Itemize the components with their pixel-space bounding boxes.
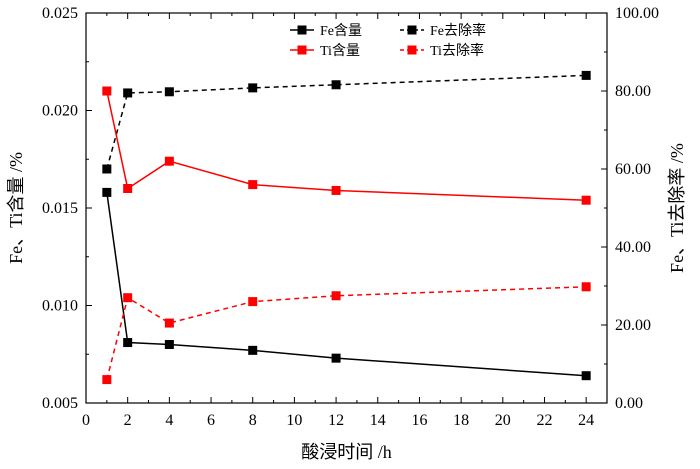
x-axis-label: 酸浸时间 /h — [301, 442, 392, 462]
series-line — [106, 286, 587, 380]
data-point — [164, 318, 174, 328]
data-point — [123, 184, 133, 193]
data-point — [164, 340, 174, 349]
x-tick-label: 22 — [536, 412, 552, 429]
legend-swatch-marker — [297, 45, 307, 55]
x-tick-label: 14 — [370, 412, 386, 429]
data-point — [102, 164, 112, 174]
data-point — [331, 291, 341, 301]
x-tick-label: 2 — [124, 412, 132, 429]
ticks-layer: 0 2 4 6 8 10 12 14 16 18 20 22 240.0050.0100.0150.02… — [42, 5, 659, 429]
data-point — [102, 375, 112, 385]
series-line — [106, 74, 587, 170]
data-point — [581, 282, 591, 292]
x-tick-label: 0 — [82, 412, 90, 429]
data-point — [331, 185, 341, 195]
legend: Fe含量 Fe去除率 Ti含量 Ti去除率 — [290, 22, 486, 59]
x-tick-label: 8 — [249, 412, 257, 429]
x-tick-label: 16 — [411, 412, 427, 429]
data-point — [164, 87, 174, 97]
y-right-tick-label: 80.00 — [615, 83, 651, 100]
data-point — [164, 156, 174, 166]
y-right-tick-label: 100.00 — [615, 5, 659, 22]
legend-label: Ti去除率 — [430, 42, 484, 59]
data-point — [248, 297, 258, 307]
series-line — [106, 192, 587, 377]
x-tick-label: 10 — [286, 412, 302, 429]
legend-swatch-marker — [297, 25, 307, 35]
y-left-tick-label: 0.025 — [42, 5, 78, 22]
y-left-tick-label: 0.005 — [42, 395, 78, 412]
y-left-tick-label: 0.020 — [42, 103, 78, 120]
y-right-tick-label: 60.00 — [615, 161, 651, 178]
series-layer — [102, 70, 591, 385]
data-point — [331, 80, 341, 90]
data-point — [248, 180, 258, 190]
legend-label: Fe含量 — [320, 23, 362, 39]
data-point — [123, 88, 133, 98]
data-point — [248, 83, 258, 93]
data-point — [123, 338, 133, 348]
y-axis-right-label: Fe、Ti去除率 /% — [667, 143, 687, 273]
y-right-tick-label: 40.00 — [615, 239, 651, 256]
legend-swatch-marker — [407, 45, 417, 55]
data-point — [581, 371, 591, 381]
x-tick-label: 18 — [453, 412, 469, 429]
legend-label: Fe去除率 — [430, 22, 486, 39]
data-point — [102, 187, 112, 197]
data-point — [331, 353, 341, 363]
legend-label: Ti含量 — [320, 43, 360, 59]
x-tick-label: 12 — [328, 412, 344, 429]
x-tick-label: 6 — [207, 412, 215, 429]
data-point — [123, 293, 133, 303]
data-point — [581, 70, 591, 80]
y-axis-left-label: Fe、Ti含量 /% — [6, 152, 26, 264]
y-left-tick-label: 0.015 — [42, 200, 78, 217]
data-point — [248, 345, 258, 355]
y-left-tick-label: 0.010 — [42, 298, 78, 315]
x-tick-label: 24 — [578, 412, 594, 429]
x-tick-label: 4 — [165, 412, 173, 429]
y-right-tick-label: 0.00 — [615, 395, 643, 412]
x-tick-label: 20 — [495, 412, 511, 429]
legend-swatch-marker — [407, 25, 417, 35]
y-right-tick-label: 20.00 — [615, 317, 651, 334]
data-point — [581, 195, 591, 205]
data-point — [102, 86, 112, 96]
series-line — [106, 90, 587, 201]
